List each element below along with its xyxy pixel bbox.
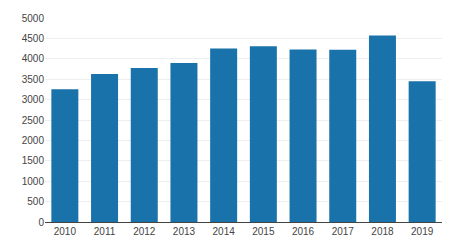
svg-text:2000: 2000 <box>22 135 45 146</box>
svg-text:1000: 1000 <box>22 176 45 187</box>
svg-text:2018: 2018 <box>371 226 394 237</box>
svg-text:2014: 2014 <box>213 226 236 237</box>
svg-text:4000: 4000 <box>22 53 45 64</box>
svg-text:0: 0 <box>38 217 44 228</box>
svg-text:2012: 2012 <box>133 226 156 237</box>
svg-text:3500: 3500 <box>22 74 45 85</box>
svg-text:2010: 2010 <box>54 226 77 237</box>
svg-text:500: 500 <box>27 196 44 207</box>
svg-text:2500: 2500 <box>22 115 45 126</box>
svg-text:2013: 2013 <box>173 226 196 237</box>
svg-text:2016: 2016 <box>292 226 315 237</box>
svg-text:3000: 3000 <box>22 94 45 105</box>
svg-text:2019: 2019 <box>411 226 434 237</box>
svg-text:2015: 2015 <box>252 226 275 237</box>
svg-text:5000: 5000 <box>22 13 45 24</box>
svg-text:4500: 4500 <box>22 33 45 44</box>
svg-text:2017: 2017 <box>332 226 355 237</box>
svg-text:2011: 2011 <box>94 226 116 237</box>
svg-text:1500: 1500 <box>22 155 45 166</box>
